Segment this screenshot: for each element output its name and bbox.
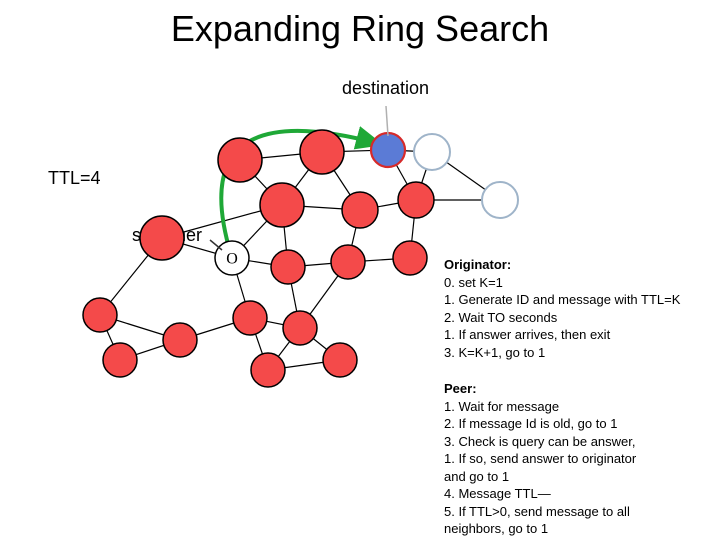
algo-originator-line: 3. K=K+1, go to 1: [444, 344, 720, 362]
algo-peer-line: 3. Check is query can be answer,: [444, 433, 720, 451]
node-far_right: [482, 182, 518, 218]
algo-peer: Peer: 1. Wait for message 2. If message …: [444, 380, 720, 538]
pointer-destination: [386, 106, 388, 136]
algo-peer-line: 2. If message Id is old, go to 1: [444, 415, 720, 433]
node-b5: [283, 311, 317, 345]
node-row3c: [393, 241, 427, 275]
algo-peer-line: 1. If so, send answer to originator: [444, 450, 720, 468]
node-midL: [140, 216, 184, 260]
algo-peer-line: 5. If TTL>0, send message to all: [444, 503, 720, 521]
algo-peer-line: neighbors, go to 1: [444, 520, 720, 538]
node-top_r1: [218, 138, 262, 182]
algo-originator: Originator: 0. set K=1 1. Generate ID an…: [444, 256, 720, 361]
node-dest: [371, 133, 405, 167]
node-b1: [83, 298, 117, 332]
node-b7: [323, 343, 357, 377]
algo-peer-heading: Peer:: [444, 381, 477, 396]
node-row3b: [331, 245, 365, 279]
node-mid3: [398, 182, 434, 218]
algo-originator-line: 1. If answer arrives, then exit: [444, 326, 720, 344]
algo-peer-line: and go to 1: [444, 468, 720, 486]
node-b2: [103, 343, 137, 377]
node-row3a: [271, 250, 305, 284]
algo-peer-line: 4. Message TTL—: [444, 485, 720, 503]
algo-peer-line: 1. Wait for message: [444, 398, 720, 416]
algo-originator-heading: Originator:: [444, 257, 511, 272]
algo-originator-line: 2. Wait TO seconds: [444, 309, 720, 327]
algo-originator-line: 1. Generate ID and message with TTL=K: [444, 291, 720, 309]
node-b6: [251, 353, 285, 387]
node-mid1: [260, 183, 304, 227]
node-mid2: [342, 192, 378, 228]
node-dest_right: [414, 134, 450, 170]
algo-originator-line: 0. set K=1: [444, 274, 720, 292]
node-label-O: O: [226, 251, 238, 268]
node-b4: [233, 301, 267, 335]
node-b3: [163, 323, 197, 357]
node-top_r2: [300, 130, 344, 174]
